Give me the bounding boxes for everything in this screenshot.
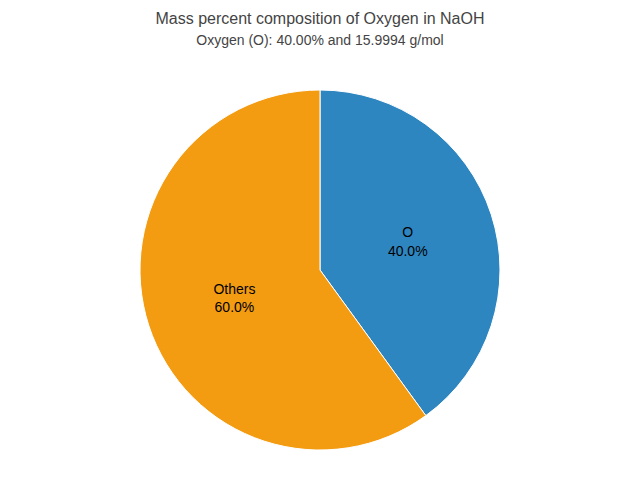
svg-text:Others60.0%: Others60.0%: [213, 281, 255, 315]
svg-text:O40.0%: O40.0%: [388, 224, 428, 258]
svg-text:Mass percent composition of Ox: Mass percent composition of Oxygen in Na…: [155, 10, 484, 48]
